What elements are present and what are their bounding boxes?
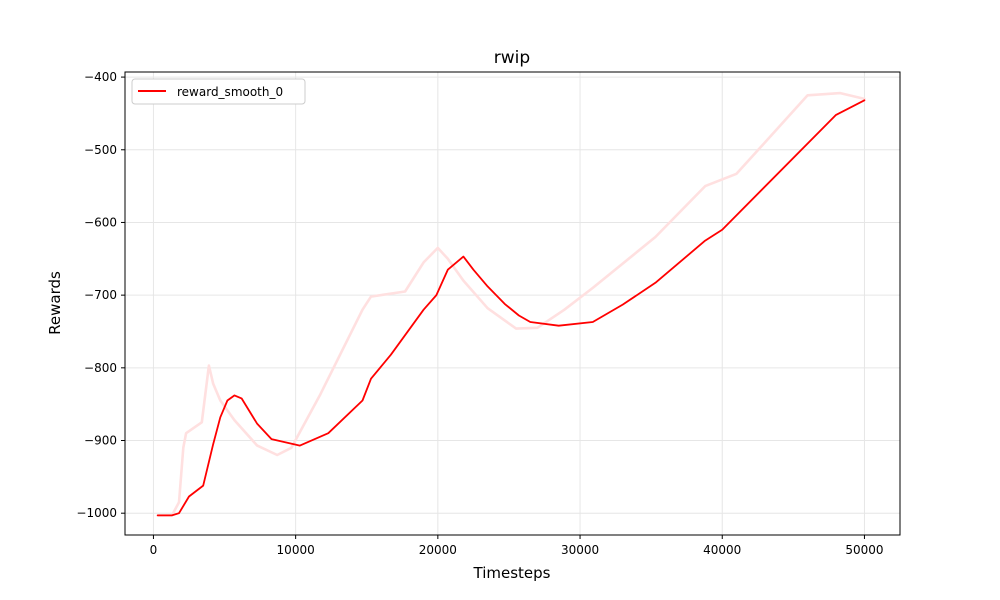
y-tick-label: −600: [84, 215, 117, 229]
x-tick-label: 30000: [561, 543, 599, 557]
plot-frame: [124, 71, 901, 536]
series-line-raw: [156, 91, 866, 517]
x-tick-label: 50000: [845, 543, 883, 557]
y-axis-title: Rewards: [46, 271, 64, 335]
x-tick-label: 20000: [419, 543, 457, 557]
x-tick-label: 40000: [703, 543, 741, 557]
series-layer: [156, 91, 866, 517]
x-axis-title: Timesteps: [473, 564, 551, 582]
chart-title: rwip: [494, 48, 530, 68]
y-axis: −1000 −900 −800 −700 −600 −500 −400: [76, 70, 125, 520]
y-tick-label: −700: [84, 288, 117, 302]
legend-label: reward_smooth_0: [177, 85, 283, 99]
y-tick-label: −500: [84, 143, 117, 157]
x-tick-label: 10000: [277, 543, 315, 557]
x-tick-label: 0: [150, 543, 158, 557]
legend-box: [131, 78, 306, 105]
y-tick-label: −900: [84, 434, 117, 448]
y-tick-label: −1000: [76, 506, 117, 520]
series-line-reward-smooth-0: [156, 99, 866, 517]
legend: reward_smooth_0: [131, 78, 306, 105]
x-axis: 0 10000 20000 30000 40000 50000: [150, 535, 884, 557]
y-tick-label: −400: [84, 70, 117, 84]
y-tick-label: −800: [84, 361, 117, 375]
